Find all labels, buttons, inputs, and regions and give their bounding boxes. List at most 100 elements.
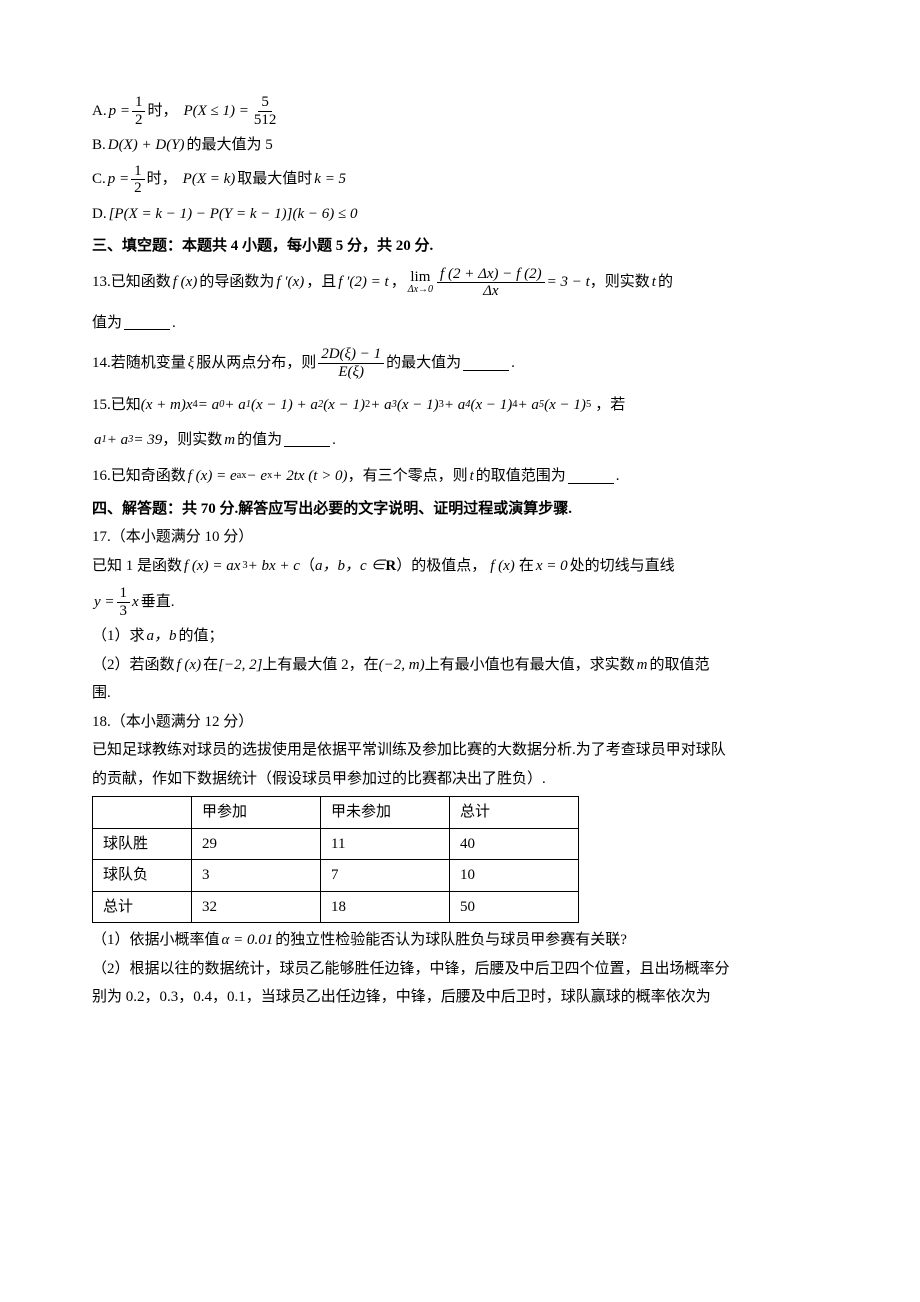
q18-l3a: （1）依据小概率值 <box>92 929 220 952</box>
table-cell: 11 <box>321 828 450 860</box>
q18-line3: （1）依据小概率值 α = 0.01 的独立性检验能否认为球队胜负与球员甲参赛有… <box>92 929 828 952</box>
q17-paren: （ <box>300 555 315 578</box>
q17-x0: x = 0 <box>536 555 568 578</box>
q16-tail: 的取值范围为 <box>476 465 566 488</box>
section-3-heading: 三、填空题：本题共 4 小题，每小题 5 分，共 20 分. <box>92 235 828 258</box>
q17-l3b: 的值； <box>179 625 224 648</box>
option-d-expr: [P(X = k − 1) − P(Y = k − 1)](k − 6) ≤ 0 <box>109 203 358 226</box>
option-a-rhs: 5 512 <box>251 94 280 128</box>
q18-l3b: 的独立性检验能否认为球队胜负与球员甲参赛有关联? <box>275 929 627 952</box>
frac-den: 3 <box>117 603 131 620</box>
q14-period: . <box>511 352 515 375</box>
q17-tail: 在 <box>519 555 534 578</box>
q13-frac: f (2 + Δx) − f (2) Δx <box>437 266 545 300</box>
q13-line2: 值为 . <box>92 312 828 335</box>
contingency-table: 甲参加 甲未参加 总计 球队胜 29 11 40 球队负 3 7 10 总计 3… <box>92 796 579 923</box>
table-row: 球队负 3 7 10 <box>93 860 579 892</box>
q18-line5: 别为 0.2，0.3，0.4，0.1，当球员乙出任边锋，中锋，后腰及中后卫时，球… <box>92 986 828 1009</box>
sup5: 5 <box>586 397 591 413</box>
option-c-shi: 时， <box>147 168 177 191</box>
q14-xi: ξ <box>188 352 194 375</box>
table-row-header: 甲参加 甲未参加 总计 <box>93 797 579 829</box>
q17-tail2: 处的切线与直线 <box>570 555 675 578</box>
option-d-label: D. <box>92 203 107 226</box>
table-cell: 球队负 <box>93 860 192 892</box>
frac-num: 5 <box>258 94 272 112</box>
q16-plus: + 2tx (t > 0) <box>272 465 347 488</box>
q18-line4: （2）根据以往的数据统计，球员乙能够胜任边锋，中锋，后腰及中后卫四个位置，且出场… <box>92 958 828 981</box>
table-cell: 18 <box>321 891 450 923</box>
q13-mid1: 的导函数为 <box>199 271 274 294</box>
q15-l2tail: 的值为 <box>237 429 282 452</box>
q13-period: . <box>172 312 176 335</box>
table-cell: 总计 <box>93 891 192 923</box>
q17-fx: f (x) = ax <box>184 555 240 578</box>
q15-line1: 15.已知 (x + m)x4 = a0 + a1 (x − 1) + a2 (… <box>92 394 828 417</box>
document-page: A. p = 1 2 时， P(X ≤ 1) = 5 512 B. D(X) +… <box>0 0 920 1075</box>
blank-input <box>284 432 330 447</box>
q13-tail2: 的 <box>658 271 673 294</box>
q18-head: 18.（本小题满分 12 分） <box>92 711 828 734</box>
q15-t2e: (x − 1) <box>323 394 365 417</box>
q13-pre: 13.已知函数 <box>92 271 171 294</box>
q17-l2pre: y = <box>94 591 115 614</box>
q13-eq: = 3 − t <box>547 271 590 294</box>
q17-l4d: 上有最小值也有最大值，求实数 <box>425 654 635 677</box>
option-d: D. [P(X = k − 1) − P(Y = k − 1)](k − 6) … <box>92 203 828 226</box>
option-a-pxle1: P(X ≤ 1) = <box>183 100 248 123</box>
table-row: 总计 32 18 50 <box>93 891 579 923</box>
option-c-peq: p = <box>108 168 129 191</box>
q17-R: R <box>385 555 396 578</box>
q15-lhs1: (x + m)x <box>141 394 193 417</box>
q17-ab: a，b <box>147 625 177 648</box>
q17-mvar: m <box>637 654 648 677</box>
q13-fp2: f ′(2) = t <box>338 271 388 294</box>
q15-l2eq: = 39 <box>133 429 162 452</box>
q14-pre: 14.若随机变量 <box>92 352 186 375</box>
blank-input <box>568 469 614 484</box>
option-a-peq: p = <box>109 100 130 123</box>
q14-tail: 的最大值为 <box>386 352 461 375</box>
frac-den: E(ξ) <box>335 364 367 381</box>
frac-num: 1 <box>131 163 145 181</box>
q14-line: 14.若随机变量 ξ 服从两点分布，则 2D(ξ) − 1 E(ξ) 的最大值为… <box>92 346 828 380</box>
q16-mid: ，有三个零点，则 <box>348 465 468 488</box>
q15-line2: a1 + a3 = 39 ，则实数 m 的值为 . <box>92 429 828 452</box>
table-cell: 球队胜 <box>93 828 192 860</box>
q16-pre: 16.已知奇函数 <box>92 465 186 488</box>
q17-mid: + bx + c <box>248 555 300 578</box>
q15-p3: + a <box>444 394 465 417</box>
option-b-label: B. <box>92 134 106 157</box>
q15-period: . <box>332 429 336 452</box>
frac-num: 1 <box>132 94 146 112</box>
table-row: 球队胜 29 11 40 <box>93 828 579 860</box>
q17-l4b: 在 <box>203 654 218 677</box>
option-b-expr: D(X) + D(Y) <box>108 134 185 157</box>
q18-alpha: α = 0.01 <box>222 929 274 952</box>
q16-ax: ax <box>237 468 247 484</box>
q13-line1: 13.已知函数 f (x) 的导函数为 f ′(x) ，且 f ′(2) = t… <box>92 266 828 300</box>
option-c-half: 1 2 <box>131 163 145 197</box>
frac-den: 2 <box>131 180 145 197</box>
option-a: A. p = 1 2 时， P(X ≤ 1) = 5 512 <box>92 94 828 128</box>
q13-fx: f (x) <box>173 271 198 294</box>
frac-num: 1 <box>117 585 131 603</box>
q13-tvar: t <box>652 271 656 294</box>
q15-t5e: (x − 1) <box>544 394 586 417</box>
q15-p2: + a <box>370 394 391 417</box>
q13-l2: 值为 <box>92 312 122 335</box>
q16-minus: − e <box>247 465 268 488</box>
q17-l4a: （2）若函数 <box>92 654 175 677</box>
table-cell: 甲参加 <box>192 797 321 829</box>
option-c-keq: k = 5 <box>314 168 346 191</box>
q17-line1: 已知 1 是函数 f (x) = ax3 + bx + c （ a，b，c ∈ … <box>92 555 828 578</box>
q15-l2plus: + a <box>107 429 128 452</box>
q13-comma: ， <box>391 271 406 294</box>
q16-period: . <box>616 465 620 488</box>
frac-num: f (2 + Δx) − f (2) <box>437 266 545 284</box>
q13-fpx: f ′(x) <box>276 271 304 294</box>
q14-mid: 服从两点分布，则 <box>196 352 316 375</box>
q17-l1a: 已知 1 是函数 <box>92 555 182 578</box>
table-cell: 40 <box>450 828 579 860</box>
option-a-shi: 时， <box>147 100 177 123</box>
